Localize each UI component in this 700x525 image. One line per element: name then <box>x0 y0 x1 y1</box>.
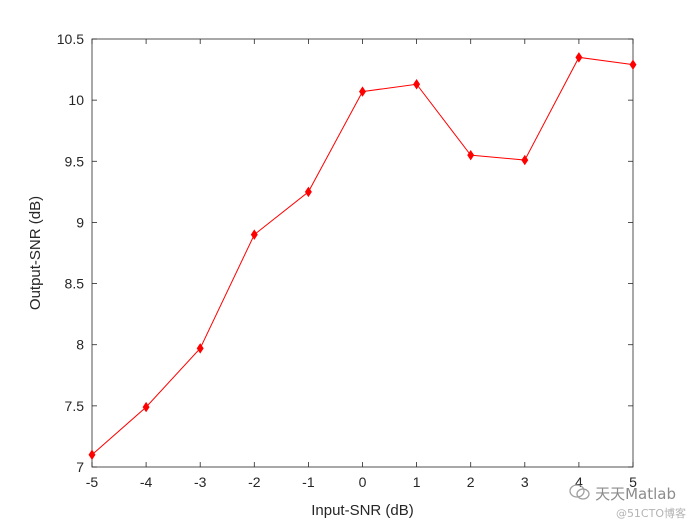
watermark-source: @51CTO博客 <box>615 507 686 520</box>
y-tick-label: 7.5 <box>65 398 85 414</box>
x-tick-label: -1 <box>302 474 315 490</box>
x-axis-ticks: -5 -4 -3 -2 -1 0 1 2 3 4 5 <box>86 39 637 490</box>
x-tick-label: 4 <box>575 474 583 490</box>
x-tick-label: 2 <box>467 474 475 490</box>
data-point-marker <box>413 79 421 90</box>
data-point-marker <box>250 229 258 240</box>
x-tick-label: -2 <box>248 474 261 490</box>
x-tick-label: -3 <box>194 474 207 490</box>
x-tick-label: 5 <box>629 474 637 490</box>
watermark-brand: 天天Matlab <box>569 483 676 506</box>
data-point-marker <box>88 449 96 460</box>
data-point-marker <box>304 186 312 198</box>
x-tick-label: 1 <box>413 474 421 490</box>
x-tick-label: 0 <box>359 474 367 490</box>
data-point-marker <box>142 401 150 413</box>
wechat-icon <box>569 483 591 505</box>
y-tick-label: 9 <box>76 214 84 230</box>
data-point-marker <box>629 59 637 70</box>
data-point-marker <box>467 149 475 161</box>
y-tick-label: 9.5 <box>65 153 85 169</box>
y-tick-label: 7 <box>76 459 84 475</box>
x-tick-label: 3 <box>521 474 529 490</box>
axes-frame <box>91 38 634 468</box>
plot-area <box>91 38 634 468</box>
y-tick-label: 10.5 <box>57 31 84 47</box>
data-point-marker <box>575 52 583 63</box>
data-point-marker <box>359 86 366 97</box>
data-point-marker <box>521 154 529 166</box>
x-axis-label: Input-SNR (dB) <box>311 502 414 519</box>
y-axis-ticks: 7 7.5 8 8.5 9 9.5 10 10.5 <box>57 31 633 475</box>
x-tick-label: -5 <box>86 474 99 490</box>
data-point-marker <box>196 343 204 354</box>
y-tick-label: 8 <box>76 337 84 353</box>
x-tick-label: -4 <box>140 474 153 490</box>
y-tick-label: 8.5 <box>65 276 85 292</box>
y-axis-label: Output-SNR (dB) <box>27 196 44 310</box>
y-tick-label: 10 <box>68 92 84 108</box>
series-layer <box>88 52 637 460</box>
watermark-main-text: 天天Matlab <box>595 484 676 503</box>
